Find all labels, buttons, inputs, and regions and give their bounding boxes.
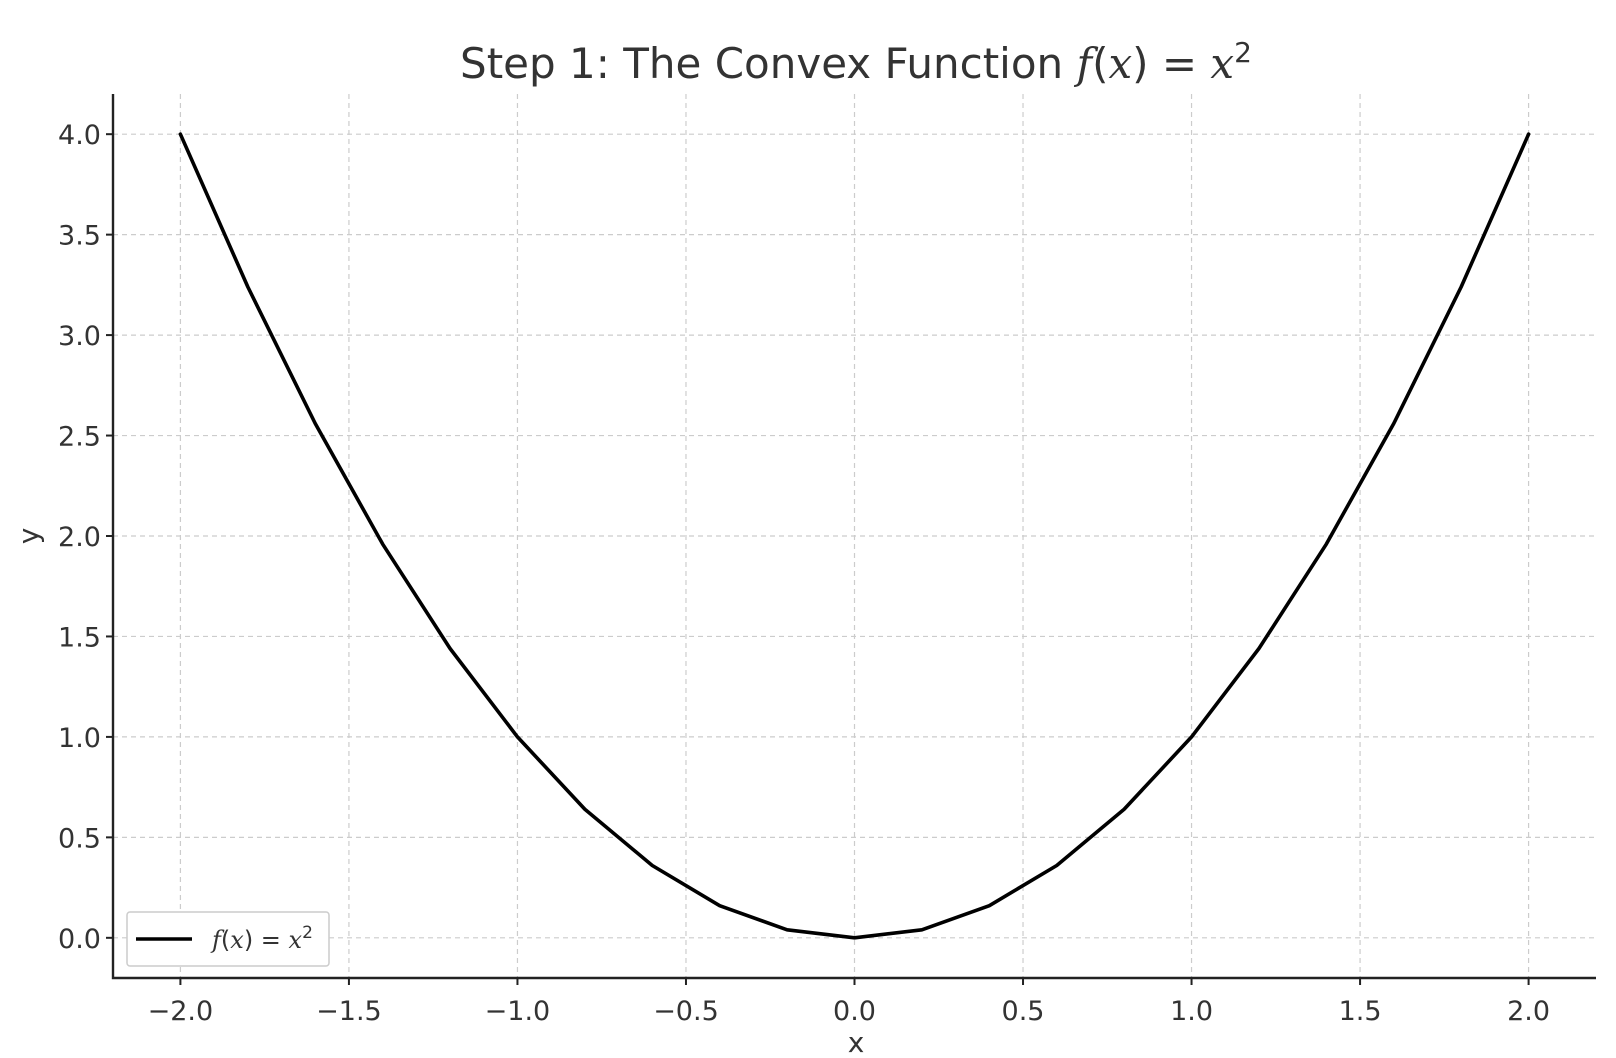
y-tick-label: 2.0 [58,522,101,553]
y-ticks: 0.0 0.5 1.0 1.5 2.0 2.5 3.0 3.5 4.0 [58,120,113,955]
x-tick-label: 2.0 [1507,996,1550,1027]
axis-spines [111,94,1596,980]
x-tick-label: 0.5 [1002,996,1045,1027]
legend-entry-label: f(x) = x2 [210,923,313,954]
x-tick-label: 1.5 [1339,996,1382,1027]
y-tick-label: 4.0 [58,120,101,151]
y-tick-label: 1.0 [58,723,101,754]
title-math-base: x [1210,39,1234,88]
y-tick-label: 3.5 [58,221,101,252]
y-tick-label: 2.5 [58,422,101,453]
legend-frame [126,911,330,967]
chart-title-text: Step 1: The Convex Function [460,39,1076,88]
series-layer [178,132,1531,940]
x-tick-label: −2.0 [148,996,214,1027]
x-axis-label: x [848,1026,865,1058]
x-tick-label: 0.0 [833,996,876,1027]
chart-title: Step 1: The Convex Function f(x) = x2 [460,36,1252,88]
title-math-arg: x [1108,39,1132,88]
x-tick-label: −0.5 [653,996,719,1027]
x-tick-label: −1.5 [316,996,382,1027]
y-tick-label: 0.0 [58,924,101,955]
title-math-exp: 2 [1234,36,1252,69]
axes [111,94,1596,980]
x-tick-label: 1.0 [1170,996,1213,1027]
y-axis-label: y [12,528,45,545]
y-tick-label: 3.0 [58,321,101,352]
y-tick-label: 0.5 [58,823,101,854]
x-tick-label: −1.0 [485,996,551,1027]
x-ticks: −2.0 −1.5 −1.0 −0.5 0.0 0.5 1.0 1.5 2.0 [148,978,1550,1027]
y-tick-label: 1.5 [58,622,101,653]
legend: f(x) = x2 [126,911,330,967]
grid [113,94,1596,978]
series-line [178,132,1531,940]
